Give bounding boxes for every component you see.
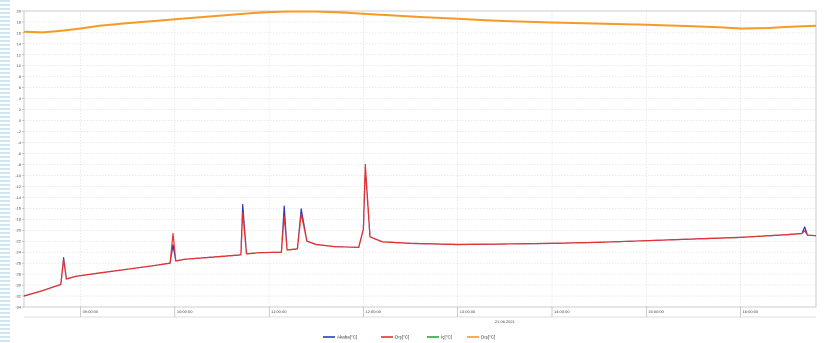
legend-label-2: İç[°C]	[441, 334, 452, 340]
y-tick-label: -16	[15, 206, 22, 211]
legend-label-0: Akaba[°C]	[337, 335, 357, 340]
legend-label-1: Dış[°C]	[395, 335, 409, 340]
y-tick-label: -10	[15, 173, 22, 178]
y-tick-label: -20	[15, 228, 22, 233]
y-tick-label: -18	[15, 217, 22, 222]
legend-label-3: Dış[°C]	[481, 335, 495, 340]
left-edge-decoration	[0, 0, 10, 343]
y-tick-label: 16	[17, 30, 22, 35]
y-tick-label: -28	[15, 272, 22, 277]
y-tick-label: -22	[15, 239, 22, 244]
y-tick-label: 8	[19, 74, 22, 79]
y-tick-label: -34	[15, 304, 22, 309]
x-tick-label: 10:00:00	[177, 309, 193, 314]
y-tick-label: -24	[15, 250, 22, 255]
x-tick-label: 15:00:00	[648, 309, 664, 314]
y-tick-label: 12	[17, 52, 22, 57]
y-tick-label: -4	[17, 140, 21, 145]
series-line-3	[23, 10, 817, 34]
series-lines	[23, 10, 817, 297]
x-axis-date-label: 21.06.2021	[495, 319, 516, 324]
x-tick-label: 16:00:00	[743, 309, 759, 314]
y-tick-label: -8	[17, 162, 21, 167]
plot-frame	[23, 10, 817, 308]
y-tick-label: -2	[17, 129, 21, 134]
y-tick-label: -26	[15, 261, 22, 266]
x-tick-label: 09:00:00	[83, 309, 99, 314]
y-tick-label: -30	[15, 282, 22, 287]
y-tick-label: 10	[17, 63, 22, 68]
x-axis-ticks: 09:00:00 10:00:00 11:00:00 12:00:00 13:00:00…	[24, 307, 816, 318]
y-tick-label: -6	[17, 151, 21, 156]
y-tick-label: 6	[19, 85, 22, 90]
y-tick-label: 2	[19, 107, 22, 112]
x-tick-label: 13:00:00	[460, 309, 476, 314]
y-tick-label: 4	[19, 96, 22, 101]
y-tick-label: -32	[15, 293, 22, 298]
y-tick-label: 0	[19, 118, 22, 123]
y-tick-label: 18	[17, 19, 22, 24]
series-line-1	[23, 163, 817, 297]
y-tick-label: -12	[15, 184, 22, 189]
legend: Akaba[°C] Dış[°C] İç[°C] Dış[°C]	[323, 334, 495, 340]
y-axis-ticks: 20181614121086420-2-4-6-8-10-12-14-16-18…	[15, 8, 24, 309]
x-tick-label: 14:00:00	[554, 309, 570, 314]
x-tick-label: 11:00:00	[271, 309, 287, 314]
x-tick-label: 12:00:00	[365, 309, 381, 314]
grid-lines	[24, 10, 816, 308]
y-tick-label: 20	[17, 8, 22, 13]
y-tick-label: -14	[15, 195, 22, 200]
y-tick-label: 14	[17, 41, 22, 46]
